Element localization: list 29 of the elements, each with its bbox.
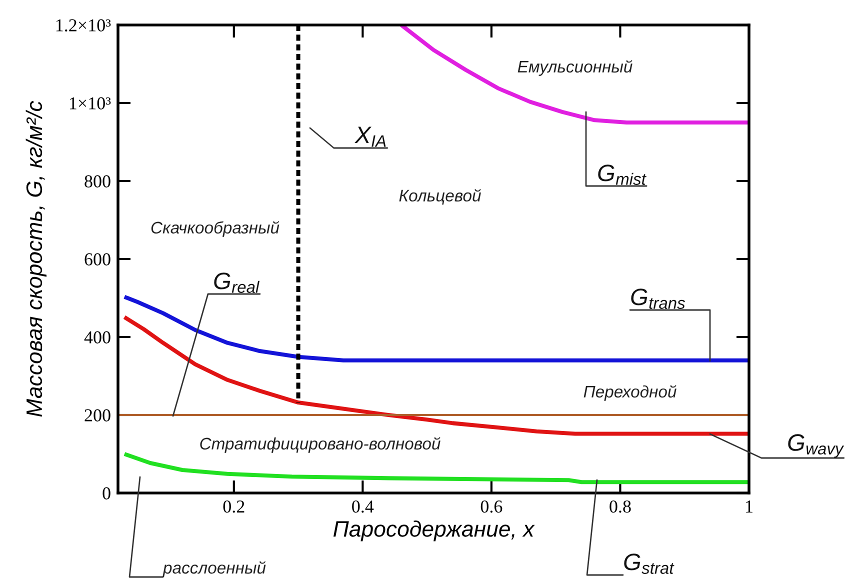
x-tick-label: 0.2 (223, 500, 244, 513)
line-series (122, 315, 749, 436)
x-axis-title: Паросодержание, x (333, 520, 535, 542)
annotation: Скачкообразный (151, 221, 280, 237)
series-label: G$_{mist}$ (598, 164, 646, 185)
y-axis-title: Массовая скорость, G, кг/м²/с (26, 100, 46, 417)
annotation: Кольцевой (399, 189, 481, 205)
annotation: Стратифицировано-волновой (200, 437, 440, 453)
y-tick-label: 600 (84, 253, 110, 266)
y-tick-label: 1.2×10³ (56, 19, 111, 32)
x-tick-label: 0.6 (480, 500, 502, 513)
text: G$_{trans}$ (631, 288, 685, 309)
line-series (399, 25, 749, 125)
x-tick-label: 0.4 (352, 500, 374, 513)
y-tick-label: 1×10³ (70, 97, 111, 110)
annotation: Переходной (584, 385, 676, 401)
text: X$_{IA}$ (354, 126, 386, 147)
y-tick-label: 0 (102, 487, 110, 500)
y-tick-label: 200 (84, 409, 110, 422)
y-tick-label: 800 (84, 175, 110, 188)
x-tick-label: 1 (746, 500, 752, 512)
series-label: G$_{wavy}$ (788, 434, 844, 458)
text: G$_{strat}$ (624, 554, 674, 574)
x-tick-label: 0.8 (610, 500, 631, 513)
y-tick-label: 400 (84, 331, 110, 344)
line-series (122, 452, 749, 484)
text: расслоенный (162, 561, 266, 577)
annotation: Емульсионный (518, 60, 632, 76)
text: G$_{real}$ (214, 272, 260, 293)
